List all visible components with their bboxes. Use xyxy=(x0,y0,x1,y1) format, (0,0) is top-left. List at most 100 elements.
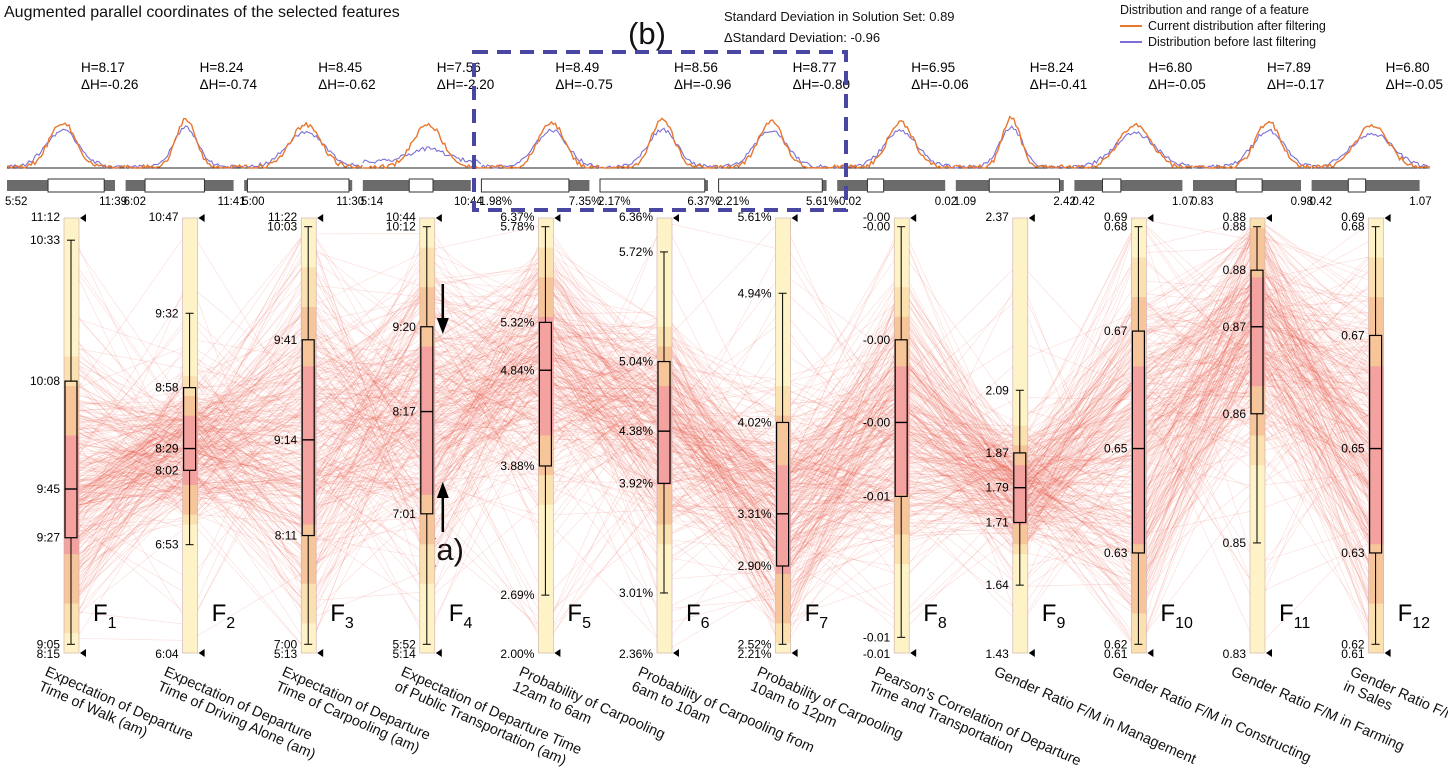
density-cell xyxy=(419,218,435,229)
density-cell xyxy=(301,643,317,654)
box xyxy=(657,360,671,484)
delta-entropy-label: ΔH=-0.05 xyxy=(1148,77,1205,92)
data-polyline xyxy=(70,237,1376,648)
density-cell xyxy=(657,395,672,407)
legend-swatch-current xyxy=(1120,25,1142,27)
data-polyline xyxy=(70,291,1376,603)
data-polyline xyxy=(70,303,1376,623)
tick-label: 9:05 xyxy=(37,637,61,651)
density-cell xyxy=(1012,583,1028,595)
data-polyline xyxy=(70,286,1376,538)
density-cell xyxy=(1131,544,1147,555)
axis-column xyxy=(300,217,317,654)
density-cell xyxy=(657,613,672,624)
data-polyline xyxy=(70,288,1376,652)
data-polyline xyxy=(70,224,1376,489)
density-cell xyxy=(1012,218,1028,229)
data-polyline xyxy=(70,300,1376,572)
data-polyline xyxy=(70,350,1376,601)
density-cell xyxy=(1368,218,1384,229)
axis-column xyxy=(1249,217,1266,654)
feature-id-subscript: 6 xyxy=(701,615,710,632)
density-cell xyxy=(894,336,910,348)
tick-label: 8:29 xyxy=(155,442,179,456)
data-polyline xyxy=(70,309,1376,584)
feature-name-1: Expectation of Departure Time of Walk (am… xyxy=(36,664,196,744)
range-min-label: 1.09 xyxy=(954,196,976,208)
tick-label: 9:41 xyxy=(274,333,298,347)
feature-id-subscript: 2 xyxy=(226,615,235,632)
data-polyline xyxy=(70,264,1376,584)
tick-label: 0.68 xyxy=(1104,220,1128,234)
density-cell xyxy=(538,455,554,466)
density-cell xyxy=(1250,573,1265,585)
density-cell xyxy=(301,356,317,367)
data-polyline xyxy=(70,224,1376,516)
density-cell xyxy=(419,445,435,456)
density-cell xyxy=(182,613,198,624)
density-cell xyxy=(1131,504,1147,516)
density-cell xyxy=(894,435,910,446)
axis-bottom-label: 2.00% xyxy=(500,647,534,661)
density-cell xyxy=(1131,514,1147,525)
density-cell xyxy=(775,257,791,268)
data-polyline xyxy=(70,287,1376,561)
data-polyline xyxy=(70,297,1376,647)
data-polyline xyxy=(70,313,1376,647)
density-cell xyxy=(538,435,554,446)
data-polyline xyxy=(70,256,1376,531)
data-polyline xyxy=(70,218,1376,576)
density-cell xyxy=(64,475,79,486)
density-cell xyxy=(657,465,672,476)
density-cell xyxy=(538,356,554,367)
density-cell xyxy=(301,494,317,506)
density-cell xyxy=(1012,257,1028,268)
data-polyline xyxy=(70,278,1376,592)
entropy-label: H=8.77 xyxy=(793,60,837,75)
data-polyline xyxy=(70,339,1376,551)
data-polyline xyxy=(70,272,1376,535)
range-min-label: -0.02 xyxy=(835,196,861,208)
axis-top-label: 11:22 xyxy=(268,210,297,224)
data-polyline xyxy=(70,319,1376,648)
tick-label: 8:17 xyxy=(392,405,416,419)
axis-column xyxy=(538,217,554,654)
tick-label: 1.64 xyxy=(985,578,1009,592)
density-cell xyxy=(775,267,791,278)
data-polyline xyxy=(70,281,1376,588)
data-polyline xyxy=(70,338,1376,600)
range-window xyxy=(408,178,434,193)
tick-label: 3.88% xyxy=(500,459,534,473)
axis-bottom-label: -0.01 xyxy=(863,647,891,661)
density-cell xyxy=(894,218,910,229)
tick-label: -0.01 xyxy=(863,489,891,503)
density-cell xyxy=(301,504,317,516)
density-cell xyxy=(64,643,79,654)
axis-column xyxy=(1012,217,1029,654)
data-polyline xyxy=(70,262,1376,620)
density-cell xyxy=(538,643,554,654)
data-polyline xyxy=(70,379,1376,538)
chart-title: Augmented parallel coordinates of the se… xyxy=(4,4,400,21)
data-polyline xyxy=(70,380,1376,649)
data-polyline xyxy=(70,224,1376,449)
tick-label: 7:01 xyxy=(392,507,416,521)
axis-bottom-label: 0.61 xyxy=(1104,647,1128,661)
delta-std-dev-text: ΔStandard Deviation: -0.96 xyxy=(724,30,881,45)
density-cell xyxy=(1250,395,1265,407)
box xyxy=(183,387,197,471)
data-polyline xyxy=(70,267,1376,579)
density-cell xyxy=(1012,306,1028,318)
data-polyline xyxy=(70,299,1376,533)
density-cell xyxy=(1012,346,1028,357)
tick-label: 4.38% xyxy=(619,424,653,438)
density-cell xyxy=(301,484,317,496)
data-polyline xyxy=(70,291,1376,605)
data-polyline xyxy=(70,294,1376,592)
density-cell xyxy=(657,227,672,239)
data-polyline xyxy=(70,270,1376,641)
data-polyline xyxy=(70,282,1376,631)
range-window xyxy=(144,178,205,193)
density-cell xyxy=(1250,277,1265,288)
data-polyline xyxy=(70,314,1376,607)
